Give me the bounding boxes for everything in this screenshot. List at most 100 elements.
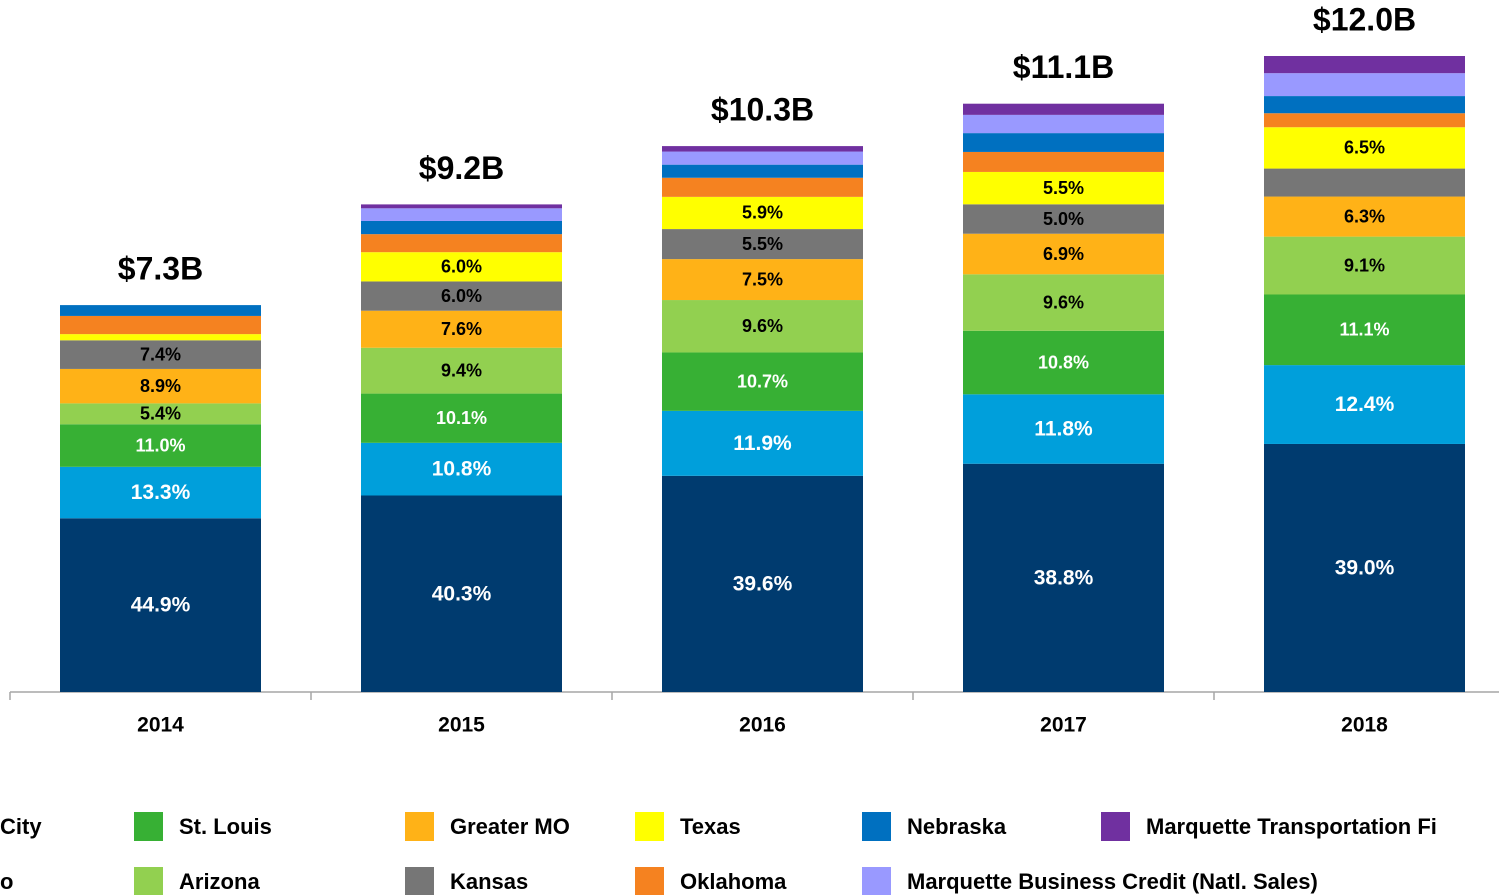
bar-segment [963,151,1164,172]
data-label: 39.6% [733,572,793,595]
bar-segment [963,204,1164,234]
data-label: 8.9% [140,376,181,396]
total-label: $9.2B [419,150,504,186]
data-label: 10.8% [1038,352,1089,372]
legend-swatch [134,867,163,895]
total-label: $12.0B [1313,1,1416,37]
data-label: 6.9% [1043,244,1084,264]
bar-segment [361,204,562,209]
data-label: 44.9% [131,594,191,617]
bar-segment [963,274,1164,331]
bar-segment [361,393,562,443]
data-label: 6.0% [441,257,482,277]
bar-segment [361,252,562,282]
x-tick-label: 2017 [1040,714,1087,737]
x-tick-label: 2018 [1341,714,1388,737]
legend-label: Kansas [450,869,528,894]
bar-segment [1264,365,1465,444]
legend-label: o [0,869,13,894]
total-label: $10.3B [711,92,814,128]
data-label: 5.9% [742,203,783,223]
total-label: $11.1B [1013,49,1114,85]
bar-segment [963,103,1164,115]
bar-segment [361,220,562,235]
x-tick-label: 2015 [438,714,485,737]
bar-segment [361,281,562,311]
bar-segment [1264,113,1465,128]
data-label: 9.6% [742,316,783,336]
total-label: $7.3B [118,251,203,287]
data-label: 40.3% [432,582,492,605]
x-tick-label: 2014 [137,714,184,737]
bar-segment [963,133,1164,152]
bar-segment [60,334,261,341]
data-label: 39.0% [1335,557,1395,580]
data-label: 12.4% [1335,393,1395,416]
bar-segment [60,518,261,692]
legend-swatch [635,812,664,841]
data-label: 9.1% [1344,255,1385,275]
bar-segment [1264,196,1465,237]
data-label: 9.4% [441,360,482,380]
legend-label: Oklahoma [680,869,787,894]
bar-segment [662,164,863,178]
legend-swatch [405,812,434,841]
bar-segment [963,114,1164,134]
legend-swatch [405,867,434,895]
bar-segment [662,300,863,353]
bar-segment [1264,236,1465,295]
bar-segment [662,177,863,197]
data-label: 7.6% [441,319,482,339]
bar-segment [1264,127,1465,169]
bar-segment [963,463,1164,692]
bar-segment [1264,56,1465,74]
bar-segment [361,310,562,348]
data-label: 6.0% [441,286,482,306]
bar-segment [1264,443,1465,692]
data-label: 7.4% [140,344,181,364]
bar-segment [361,208,562,221]
bar-segment [361,234,562,253]
data-label: 11.8% [1034,418,1093,441]
bar-segment [60,403,261,425]
bar-segment [662,475,863,692]
bar-segment [662,146,863,152]
legend-label: Nebraska [907,814,1007,839]
data-label: 5.4% [140,404,181,424]
bar-segment [963,171,1164,205]
bar-segment [662,352,863,411]
data-label: 11.1% [1339,320,1389,340]
legend-label: Marquette Business Credit (Natl. Sales) [907,869,1318,894]
legend-swatch [1101,812,1130,841]
bar-segment [1264,96,1465,114]
bar-segment [1264,294,1465,366]
bar-segment [60,315,261,335]
legend-label: Arizona [179,869,260,894]
legend-label: Greater MO [450,814,570,839]
bar-segment [963,330,1164,395]
legend-swatch [862,812,891,841]
bar-segment [1264,168,1465,197]
data-label: 9.6% [1043,292,1084,312]
data-label: 11.9% [733,432,792,455]
data-label: 6.5% [1344,138,1385,158]
data-label: 5.5% [742,234,783,254]
data-label: 10.7% [737,371,788,391]
x-tick-label: 2016 [739,714,786,737]
data-label: 38.8% [1034,566,1094,589]
legend-swatch [635,867,664,895]
data-label: 6.3% [1344,206,1385,226]
data-label: 10.8% [432,458,492,481]
bar-segment [361,495,562,692]
bar-segment [662,229,863,260]
data-label: 7.5% [742,269,783,289]
bar-segment [662,196,863,230]
bar-segment [361,442,562,496]
data-label: 11.0% [135,435,185,455]
legend-label: St. Louis [179,814,272,839]
bar-segment [60,466,261,519]
legend-label: Texas [680,814,741,839]
bar-segment [60,305,261,316]
